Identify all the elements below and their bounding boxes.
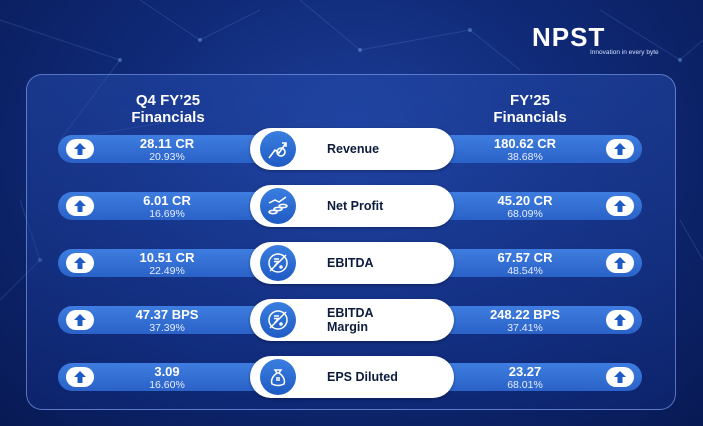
q4-growth: 20.93% xyxy=(149,151,185,163)
q4-value-bar: 10.51 CR 22.49% xyxy=(58,249,274,277)
fy-growth: 48.54% xyxy=(507,265,543,277)
q4-growth: 22.49% xyxy=(149,265,185,277)
metric-pill: EPS Diluted xyxy=(250,356,454,398)
fy-value: 180.62 CR xyxy=(493,136,557,151)
q4-growth: 37.39% xyxy=(149,322,185,334)
q4-value: 3.09 xyxy=(154,364,180,379)
financial-row-5: 3.09 16.60% 23.27 68.01% EPS Diluted xyxy=(0,355,703,399)
money-bag-icon xyxy=(260,359,296,395)
up-arrow-icon xyxy=(66,139,94,159)
q4-value: 47.37 BPS xyxy=(135,307,199,322)
fy-growth: 37.41% xyxy=(507,322,543,334)
revenue-growth-icon xyxy=(260,131,296,167)
metric-pill: Net Profit xyxy=(250,185,454,227)
metric-label: EBITDA xyxy=(327,256,374,270)
fy-value-bar: 67.57 CR 48.54% xyxy=(432,249,642,277)
fy-growth: 38.68% xyxy=(507,151,543,163)
fy-value-bar: 248.22 BPS 37.41% xyxy=(432,306,642,334)
up-arrow-icon xyxy=(606,253,634,273)
metric-pill: Revenue xyxy=(250,128,454,170)
brand-tagline: Innovation in every byte xyxy=(590,49,659,56)
fy-value-bar: 23.27 68.01% xyxy=(432,363,642,391)
rupee-percent-icon xyxy=(260,302,296,338)
q4-value-bar: 6.01 CR 16.69% xyxy=(58,192,274,220)
q4-column-header: Q4 FY’25 Financials xyxy=(131,92,205,126)
fy-value-bar: 45.20 CR 68.09% xyxy=(432,192,642,220)
rupee-percent-icon xyxy=(260,245,296,281)
fy-value: 45.20 CR xyxy=(497,193,553,208)
up-arrow-icon xyxy=(66,310,94,330)
up-arrow-icon xyxy=(606,139,634,159)
up-arrow-icon xyxy=(606,310,634,330)
fy-column-header: FY’25 Financials xyxy=(493,92,567,126)
fy-value: 23.27 xyxy=(508,364,542,379)
metric-label: Net Profit xyxy=(327,199,384,213)
q4-value: 28.11 CR xyxy=(139,136,195,151)
q4-growth: 16.60% xyxy=(149,379,185,391)
coins-growth-icon xyxy=(260,188,296,224)
q4-value-bar: 3.09 16.60% xyxy=(58,363,274,391)
brand-name: NPST xyxy=(532,22,606,52)
npst-logo: NPST Innovation in every byte xyxy=(532,24,662,58)
financial-row-3: 10.51 CR 22.49% 67.57 CR 48.54% EBITDA xyxy=(0,241,703,285)
fy-growth: 68.01% xyxy=(507,379,543,391)
up-arrow-icon xyxy=(606,367,634,387)
up-arrow-icon xyxy=(66,367,94,387)
up-arrow-icon xyxy=(606,196,634,216)
q4-growth: 16.69% xyxy=(149,208,185,220)
fy-value: 67.57 CR xyxy=(497,250,553,265)
fy-growth: 68.09% xyxy=(507,208,543,220)
up-arrow-icon xyxy=(66,196,94,216)
metric-label: Revenue xyxy=(327,142,380,156)
financial-row-4: 47.37 BPS 37.39% 248.22 BPS 37.41% EBITD… xyxy=(0,298,703,342)
metric-label: EBITDA Margin xyxy=(327,306,374,334)
metric-pill: EBITDA xyxy=(250,242,454,284)
metric-label: EPS Diluted xyxy=(327,370,398,384)
metric-pill: EBITDA Margin xyxy=(250,299,454,341)
financial-row-1: 28.11 CR 20.93% 180.62 CR 38.68% Revenue xyxy=(0,127,703,171)
q4-value: 10.51 CR xyxy=(139,250,195,265)
financial-row-2: 6.01 CR 16.69% 45.20 CR 68.09% Net Profi… xyxy=(0,184,703,228)
up-arrow-icon xyxy=(66,253,94,273)
q4-value-bar: 28.11 CR 20.93% xyxy=(58,135,274,163)
fy-value-bar: 180.62 CR 38.68% xyxy=(432,135,642,163)
q4-value: 6.01 CR xyxy=(143,193,191,208)
fy-value: 248.22 BPS xyxy=(489,307,561,322)
q4-value-bar: 47.37 BPS 37.39% xyxy=(58,306,274,334)
